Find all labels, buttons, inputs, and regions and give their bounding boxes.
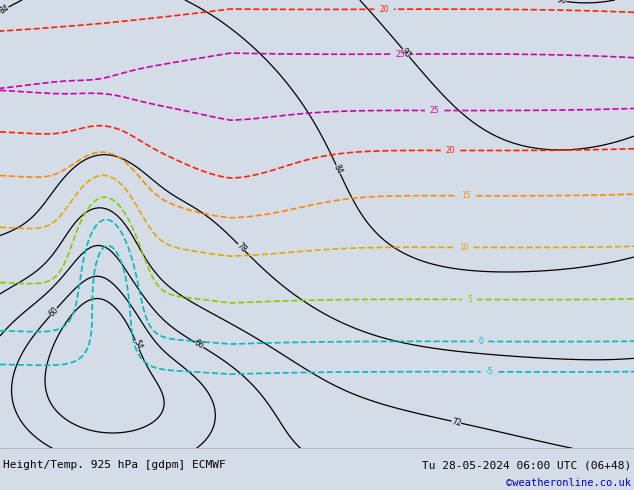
Text: 84: 84 [0,3,11,16]
Text: 15: 15 [462,191,471,200]
Text: 96: 96 [556,0,567,6]
Text: Tu 28-05-2024 06:00 UTC (06+48): Tu 28-05-2024 06:00 UTC (06+48) [422,460,631,470]
Text: ©weatheronline.co.uk: ©weatheronline.co.uk [506,478,631,488]
Text: 66: 66 [193,339,205,351]
Text: -5: -5 [486,368,493,376]
Text: 20: 20 [446,146,455,155]
Text: 84: 84 [332,163,344,176]
Text: 54: 54 [131,339,143,351]
Text: 25: 25 [395,49,405,59]
Text: 72: 72 [451,417,462,428]
Text: Height/Temp. 925 hPa [gdpm] ECMWF: Height/Temp. 925 hPa [gdpm] ECMWF [3,460,226,470]
Text: 0: 0 [479,337,483,346]
Text: 78: 78 [235,241,248,254]
Text: 25: 25 [430,106,439,115]
Text: 5: 5 [467,295,472,304]
Text: 90: 90 [399,46,412,59]
Text: 10: 10 [459,243,469,252]
Text: 20: 20 [379,5,389,14]
Text: 60: 60 [47,305,60,318]
